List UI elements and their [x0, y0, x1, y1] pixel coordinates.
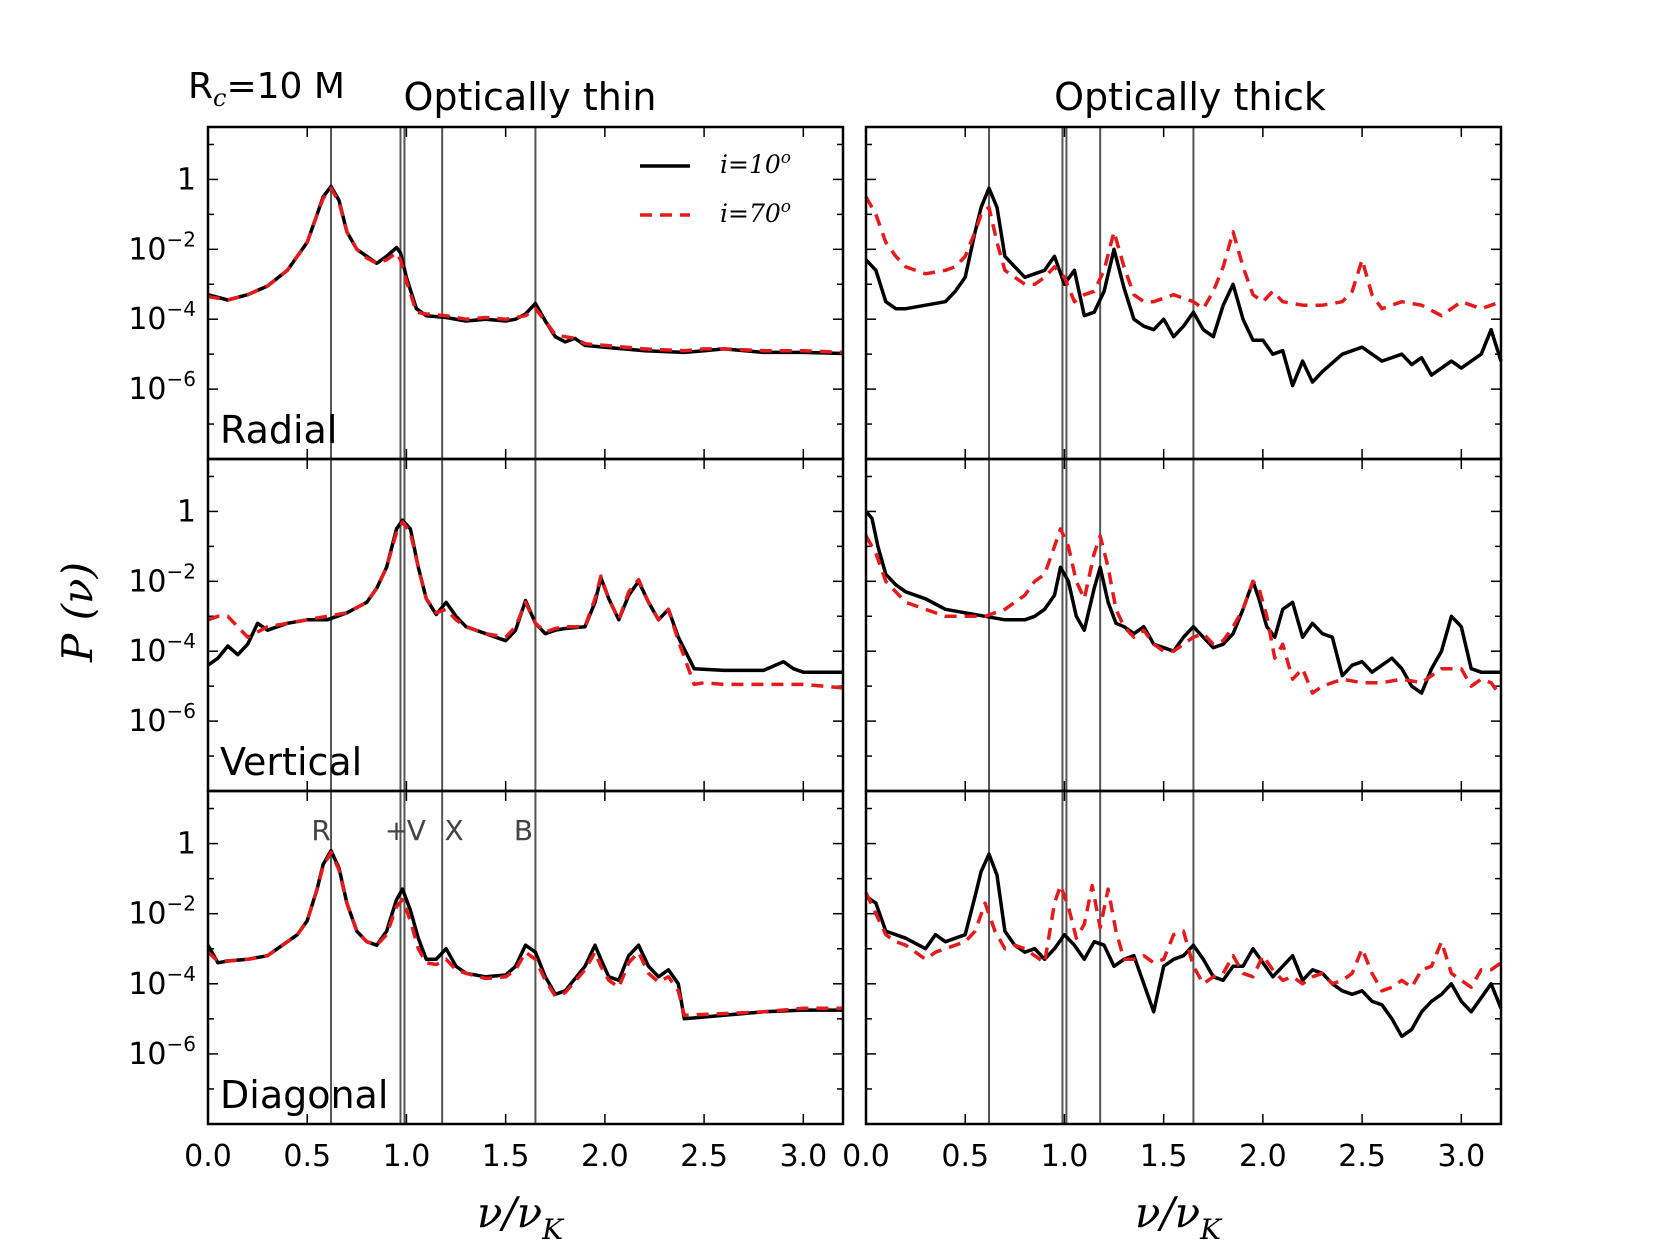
thin-diagonal-series-i10: [206, 848, 843, 1021]
thin-column-title: Optically thin: [404, 75, 657, 119]
thin-xtick-label: 0.5: [283, 1139, 331, 1174]
thick-xtick-label: 2.0: [1239, 1139, 1287, 1174]
thin-mode-label: B: [514, 814, 533, 847]
thin-diagonal-ytick-label: 10−6: [128, 1032, 196, 1072]
thin-diagonal-ytick-label: 10−2: [128, 892, 196, 932]
thick-radial-series-i70: [864, 196, 1502, 318]
thick-diagonal-frame: [864, 789, 1503, 1126]
thin-radial-series-i70: [207, 186, 844, 355]
thick-radial-frame: [864, 125, 1503, 461]
thick-diagonal-series-i10: [864, 852, 1503, 1039]
legend-label-i10: i=10o: [720, 148, 791, 179]
thin-diagonal-series-i70: [206, 850, 843, 1018]
thin-radial-ytick-label: 10−6: [128, 367, 196, 407]
thin-xtick-label: 0.0: [184, 1139, 232, 1174]
thin-mode-label: X: [444, 814, 463, 847]
thick-xtick-label: 3.0: [1437, 1139, 1485, 1174]
thin-vertical-ytick-label: 10−6: [128, 699, 196, 739]
thick-xtick-label: 0.0: [842, 1139, 890, 1174]
thin-xtick-label: 3.0: [779, 1139, 827, 1174]
thin-mode-label: +: [385, 814, 408, 847]
thin-vertical-series-i70: [207, 520, 844, 690]
thin-diagonal-frame: [206, 789, 845, 1126]
thin-radial-ytick-label: 1: [177, 162, 196, 197]
thin-vertical-panel-label: Vertical: [220, 740, 362, 784]
y-axis-label: P (ν): [53, 562, 102, 663]
thin-diagonal-panel-label: Diagonal: [220, 1073, 388, 1117]
legend: i=10o i=70o: [640, 148, 791, 228]
thick-xtick-label: 0.5: [941, 1139, 989, 1174]
thick-diagonal-series-i70: [864, 883, 1503, 993]
thick-x-axis-label: ν/νK: [1135, 1188, 1223, 1246]
legend-label-i70: i=70o: [720, 197, 791, 228]
thick-column-title: Optically thick: [1054, 75, 1326, 119]
thin-xtick-label: 1.5: [482, 1139, 530, 1174]
corner-label: Rc=10 M: [188, 66, 345, 112]
thin-vertical-ytick-label: 10−2: [128, 559, 196, 599]
thin-vertical-ytick-label: 10−4: [128, 629, 196, 669]
thin-diagonal-ytick-label: 1: [177, 827, 196, 862]
plot-layer: 1 10−2 10−4 10−6 Radial 1 10−2 10−4 10−6 Vertical…: [128, 125, 1503, 1174]
thick-xtick-label: 1.0: [1041, 1139, 1089, 1174]
thin-vertical-series-i10: [206, 518, 843, 674]
thin-diagonal-ytick-label: 10−4: [128, 962, 196, 1002]
thin-x-axis-label: ν/νK: [477, 1188, 565, 1246]
thick-vertical-series-i70: [864, 527, 1503, 698]
thick-xtick-label: 2.5: [1338, 1139, 1386, 1174]
thin-radial-ytick-label: 10−4: [128, 297, 196, 337]
thin-radial-ytick-label: 10−2: [128, 227, 196, 267]
thin-radial-panel-label: Radial: [220, 408, 337, 452]
thin-mode-label: V: [407, 814, 426, 847]
thin-vertical-ytick-label: 1: [177, 494, 196, 529]
thick-radial-series-i10: [864, 186, 1503, 388]
thin-xtick-label: 2.5: [680, 1139, 728, 1174]
thick-vertical-frame: [864, 457, 1503, 793]
thick-xtick-label: 1.5: [1140, 1139, 1188, 1174]
thin-xtick-label: 2.0: [581, 1139, 629, 1174]
thin-mode-label: R: [311, 814, 330, 847]
thick-vertical-series-i10: [864, 510, 1501, 695]
thin-xtick-label: 1.0: [383, 1139, 431, 1174]
